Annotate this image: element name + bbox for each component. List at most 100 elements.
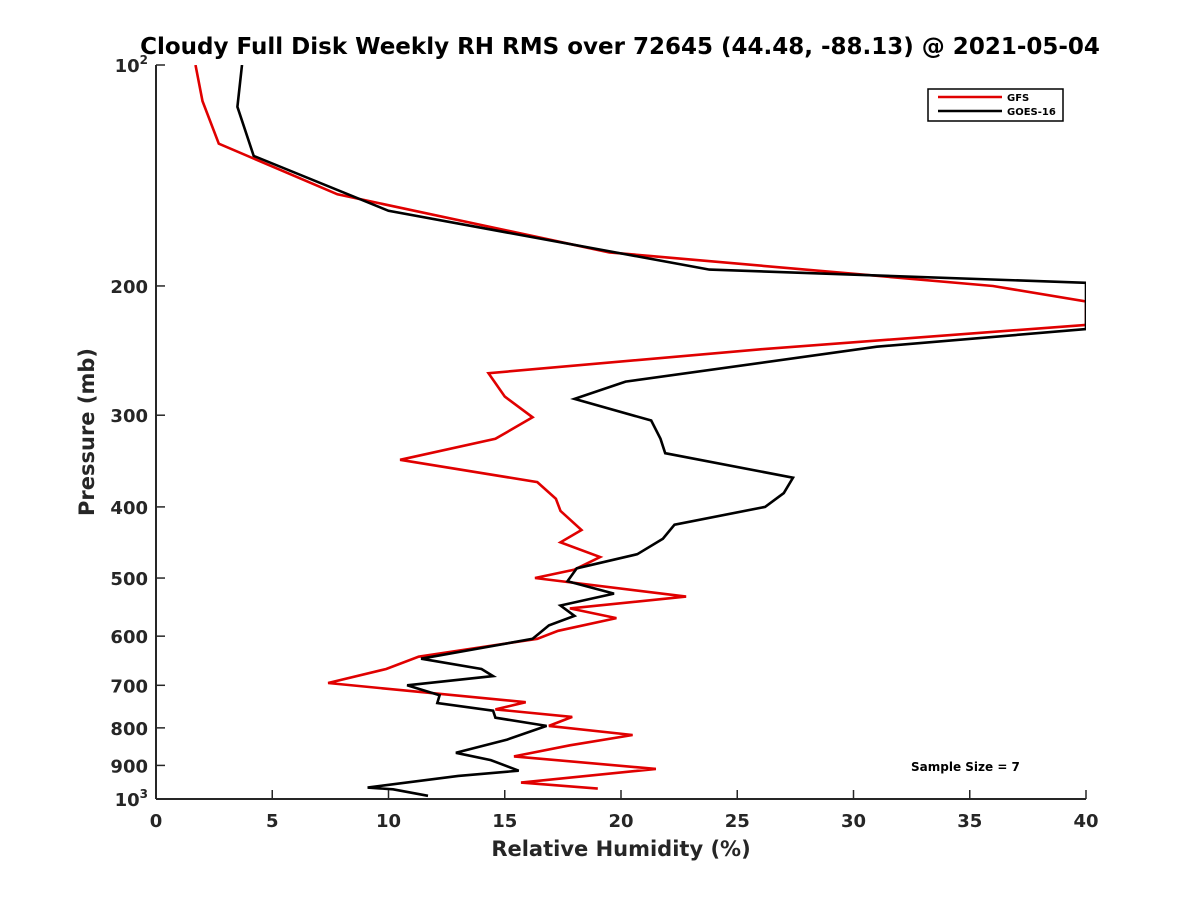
data-point-gfs — [218, 142, 221, 145]
data-point-goes16 — [624, 380, 627, 383]
data-point-gfs — [336, 193, 339, 196]
data-point-goes16 — [573, 615, 576, 618]
data-point-gfs — [557, 630, 560, 633]
data-point-goes16 — [427, 795, 430, 798]
data-point-gfs — [759, 348, 762, 351]
data-point-goes16 — [548, 624, 551, 627]
data-point-gfs — [406, 689, 409, 692]
data-point-goes16 — [492, 709, 495, 712]
data-point-gfs — [327, 682, 330, 685]
sample-size-annotation: Sample Size = 7 — [911, 760, 1020, 774]
legend-label-gfs: GFS — [1007, 93, 1029, 104]
data-point-goes16 — [406, 684, 409, 687]
data-point-goes16 — [387, 210, 390, 213]
x-tick-label: 5 — [266, 811, 279, 832]
data-point-goes16 — [436, 702, 439, 705]
data-point-goes16 — [366, 786, 369, 789]
data-point-goes16 — [480, 668, 483, 671]
data-point-goes16 — [876, 345, 879, 348]
data-point-gfs — [399, 459, 402, 462]
data-point-goes16 — [576, 567, 579, 570]
data-point-gfs — [555, 498, 558, 501]
data-point-goes16 — [438, 694, 441, 697]
y-tick-label: 200 — [110, 277, 148, 298]
x-tick-label: 15 — [492, 811, 517, 832]
data-point-goes16 — [494, 716, 497, 719]
x-ticks: 0 5 10 15 20 25 30 35 40 — [150, 790, 1099, 832]
y-tick-label: 500 — [110, 569, 148, 590]
x-tick-label: 0 — [150, 811, 163, 832]
x-tick-label: 30 — [841, 811, 866, 832]
series-line-goes16 — [236, 65, 1086, 798]
data-point-goes16 — [659, 438, 662, 441]
data-point-gfs — [548, 725, 551, 728]
x-tick-label: 35 — [957, 811, 982, 832]
data-point-goes16 — [392, 788, 395, 791]
data-point-gfs — [524, 701, 527, 704]
data-point-goes16 — [492, 675, 495, 678]
data-point-goes16 — [792, 476, 795, 479]
data-point-gfs — [615, 617, 618, 620]
data-point-goes16 — [545, 725, 548, 728]
data-point-goes16 — [457, 775, 460, 778]
data-point-goes16 — [236, 106, 239, 109]
x-axis-label: Relative Humidity (%) — [491, 837, 750, 861]
data-point-goes16 — [662, 537, 665, 540]
data-point-gfs — [494, 438, 497, 441]
data-point-gfs — [417, 655, 420, 658]
y-tick-label: 600 — [110, 627, 148, 648]
data-point-gfs — [597, 787, 600, 790]
data-point-goes16 — [708, 268, 711, 271]
data-point-goes16 — [573, 398, 576, 401]
x-tick-label: 20 — [608, 811, 633, 832]
x-tick-label: 40 — [1073, 811, 1098, 832]
x-tick-label: 10 — [376, 811, 401, 832]
data-point-goes16 — [455, 752, 458, 755]
data-point-goes16 — [531, 638, 534, 641]
data-point-gfs — [685, 595, 688, 598]
data-point-gfs — [201, 100, 204, 103]
data-point-gfs — [513, 755, 516, 758]
y-tick-label: 700 — [110, 676, 148, 697]
data-point-goes16 — [664, 452, 667, 455]
data-point-gfs — [580, 529, 583, 532]
y-tick-label: 800 — [110, 719, 148, 740]
data-point-gfs — [520, 781, 523, 784]
data-point-goes16 — [420, 657, 423, 660]
data-point-gfs — [559, 541, 562, 544]
data-point-goes16 — [650, 419, 653, 422]
series-layer — [194, 65, 1086, 798]
data-point-gfs — [536, 481, 539, 484]
data-point-gfs — [569, 744, 572, 747]
plot-area: 0 5 10 15 20 25 30 35 40 102 200 300 400 500 600 700 80… — [110, 53, 1098, 832]
data-point-gfs — [655, 768, 658, 771]
data-point-gfs — [487, 372, 490, 375]
data-point-goes16 — [252, 155, 255, 158]
legend-box — [927, 88, 1064, 122]
chart-title: Cloudy Full Disk Weekly RH RMS over 7264… — [140, 34, 1100, 60]
data-point-goes16 — [613, 592, 616, 595]
data-point-goes16 — [517, 769, 520, 772]
data-point-gfs — [536, 638, 539, 641]
data-point-goes16 — [764, 506, 767, 509]
data-point-gfs — [599, 556, 602, 559]
data-point-gfs — [534, 577, 537, 580]
data-point-gfs — [504, 395, 507, 398]
data-point-goes16 — [559, 604, 562, 607]
data-point-goes16 — [490, 759, 493, 762]
y-tick-label: 900 — [110, 756, 148, 777]
data-point-gfs — [531, 416, 534, 419]
y-tick-label: 102 — [115, 53, 148, 77]
data-point-gfs — [569, 607, 572, 610]
y-tick-label: 400 — [110, 498, 148, 519]
data-point-gfs — [631, 734, 634, 737]
data-point-gfs — [559, 510, 562, 513]
legend: GFS GOES-16 — [927, 88, 1064, 122]
y-ticks: 102 200 300 400 500 600 700 800 900 103 — [110, 53, 165, 811]
data-point-goes16 — [636, 553, 639, 556]
y-tick-label: 103 — [115, 787, 148, 811]
data-point-goes16 — [673, 523, 676, 526]
data-point-gfs — [571, 716, 574, 719]
